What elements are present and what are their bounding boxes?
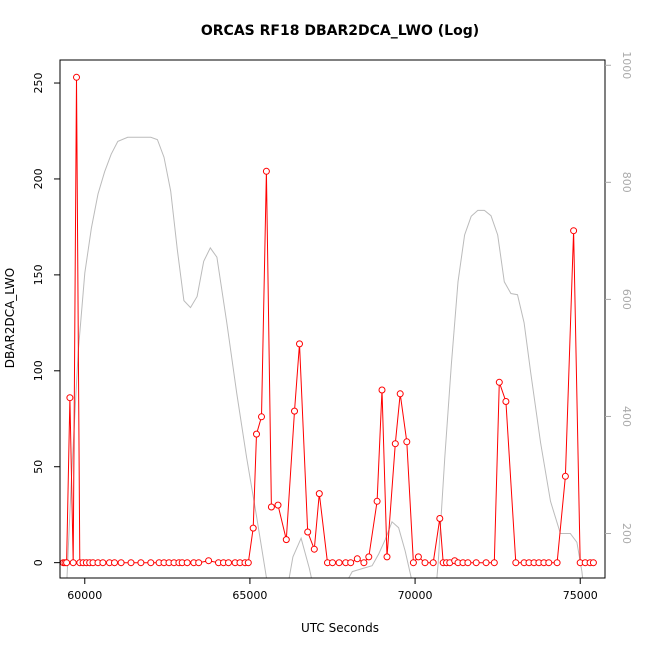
data-point bbox=[262, 167, 270, 175]
chart-title: ORCAS RF18 DBAR2DCA_LWO (Log) bbox=[201, 23, 479, 39]
pressure-line bbox=[66, 136, 584, 578]
data-point bbox=[403, 438, 411, 446]
data-point bbox=[373, 497, 381, 505]
data-point bbox=[253, 430, 260, 438]
data-point bbox=[291, 407, 298, 415]
data-point bbox=[436, 515, 444, 522]
y-tick-label: 100 bbox=[32, 360, 45, 381]
data-point bbox=[378, 386, 386, 394]
data-series bbox=[59, 73, 597, 567]
data-point bbox=[147, 559, 155, 567]
data-point bbox=[512, 559, 520, 567]
data-point bbox=[495, 378, 503, 386]
y-axis-label: DBAR2DCA_LWO bbox=[3, 268, 17, 368]
data-point bbox=[315, 490, 323, 498]
data-line bbox=[63, 77, 594, 564]
data-point bbox=[365, 553, 373, 561]
data-point bbox=[360, 559, 368, 567]
x-tick-label: 70000 bbox=[398, 589, 433, 602]
data-point bbox=[183, 559, 191, 567]
data-point bbox=[195, 559, 203, 567]
data-point bbox=[69, 559, 77, 567]
x-axis-label: UTC Seconds bbox=[301, 621, 379, 635]
data-point bbox=[73, 73, 80, 81]
data-point bbox=[482, 559, 490, 567]
data-point bbox=[464, 559, 472, 567]
data-point bbox=[117, 559, 125, 567]
y2-tick-label: 1000 bbox=[620, 51, 633, 79]
data-point bbox=[282, 536, 290, 544]
y-tick-label: 0 bbox=[32, 559, 45, 566]
data-point bbox=[335, 559, 343, 567]
data-point bbox=[66, 394, 74, 402]
data-point bbox=[589, 559, 597, 567]
y2-tick-label: 600 bbox=[620, 289, 633, 310]
data-point bbox=[429, 559, 437, 567]
pressure-series bbox=[66, 136, 584, 578]
data-point bbox=[553, 559, 561, 567]
data-point bbox=[63, 559, 71, 567]
y2-tick-label: 800 bbox=[620, 172, 633, 193]
data-point bbox=[472, 559, 480, 567]
data-point bbox=[409, 559, 417, 567]
data-point bbox=[304, 528, 312, 536]
data-point bbox=[396, 390, 404, 398]
data-point bbox=[353, 555, 361, 563]
y-tick-label: 150 bbox=[32, 264, 45, 285]
y-tick-label: 250 bbox=[32, 73, 45, 94]
data-point bbox=[347, 559, 355, 567]
data-point bbox=[267, 503, 275, 511]
x-tick-label: 75000 bbox=[563, 589, 598, 602]
y2-axis: 200 400 600 800 1000 bbox=[605, 51, 633, 544]
x-tick-label: 60000 bbox=[67, 589, 102, 602]
data-point bbox=[502, 398, 510, 405]
y2-tick-label: 400 bbox=[620, 406, 633, 427]
data-point bbox=[274, 501, 282, 509]
data-point bbox=[244, 559, 252, 567]
data-point bbox=[258, 413, 265, 421]
data-point bbox=[490, 559, 498, 567]
data-point bbox=[225, 559, 232, 567]
data-point bbox=[391, 440, 399, 448]
plot-frame bbox=[59, 59, 606, 579]
data-point bbox=[561, 472, 569, 480]
data-point bbox=[421, 559, 429, 567]
data-point bbox=[570, 227, 578, 235]
data-point bbox=[249, 524, 257, 532]
data-point bbox=[310, 545, 318, 553]
data-point bbox=[127, 559, 135, 567]
x-axis: 60000 65000 70000 75000 bbox=[67, 578, 598, 602]
data-point bbox=[111, 559, 118, 567]
data-point bbox=[99, 559, 107, 567]
y-axis: 0 50 100 150 200 250 bbox=[32, 73, 60, 566]
y-tick-label: 50 bbox=[32, 460, 45, 474]
data-point bbox=[414, 553, 422, 561]
data-point bbox=[205, 557, 213, 565]
y2-tick-label: 200 bbox=[620, 523, 633, 544]
x-tick-label: 65000 bbox=[232, 589, 267, 602]
data-point bbox=[329, 559, 336, 567]
data-point bbox=[383, 553, 391, 561]
y-tick-label: 200 bbox=[32, 168, 45, 189]
data-point bbox=[137, 559, 145, 567]
data-point bbox=[296, 340, 303, 348]
data-point bbox=[545, 559, 553, 567]
